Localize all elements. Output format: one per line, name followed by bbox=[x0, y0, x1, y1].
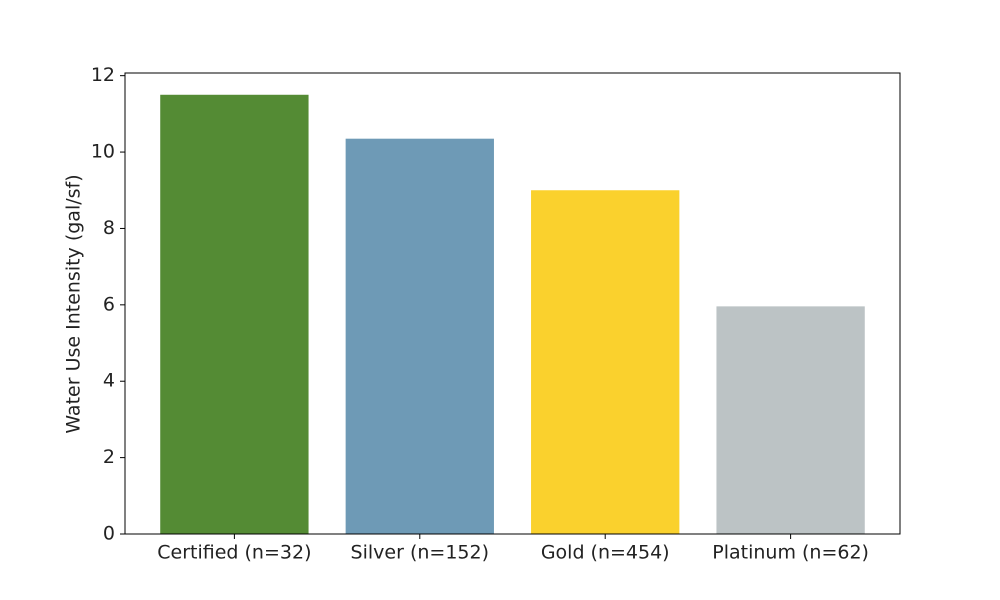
bar bbox=[345, 138, 494, 534]
y-tick-label: 2 bbox=[103, 446, 115, 468]
y-tick-label: 0 bbox=[103, 523, 115, 545]
plot-frame bbox=[124, 72, 901, 535]
y-tick-label: 12 bbox=[91, 64, 115, 86]
y-tick-label: 8 bbox=[103, 217, 115, 239]
x-tick-label: Certified (n=32) bbox=[157, 542, 311, 564]
y-tick-label: 6 bbox=[103, 293, 115, 315]
bar bbox=[531, 190, 680, 534]
bar bbox=[716, 306, 865, 534]
y-tick-label: 4 bbox=[103, 370, 115, 392]
y-tick-label: 10 bbox=[91, 141, 115, 163]
x-tick-label: Platinum (n=62) bbox=[712, 542, 869, 564]
x-tick-label: Gold (n=454) bbox=[541, 542, 670, 564]
bar bbox=[160, 94, 309, 534]
x-tick-label: Silver (n=152) bbox=[351, 542, 489, 564]
y-axis-label: Water Use Intensity (gal/sf) bbox=[63, 174, 85, 433]
